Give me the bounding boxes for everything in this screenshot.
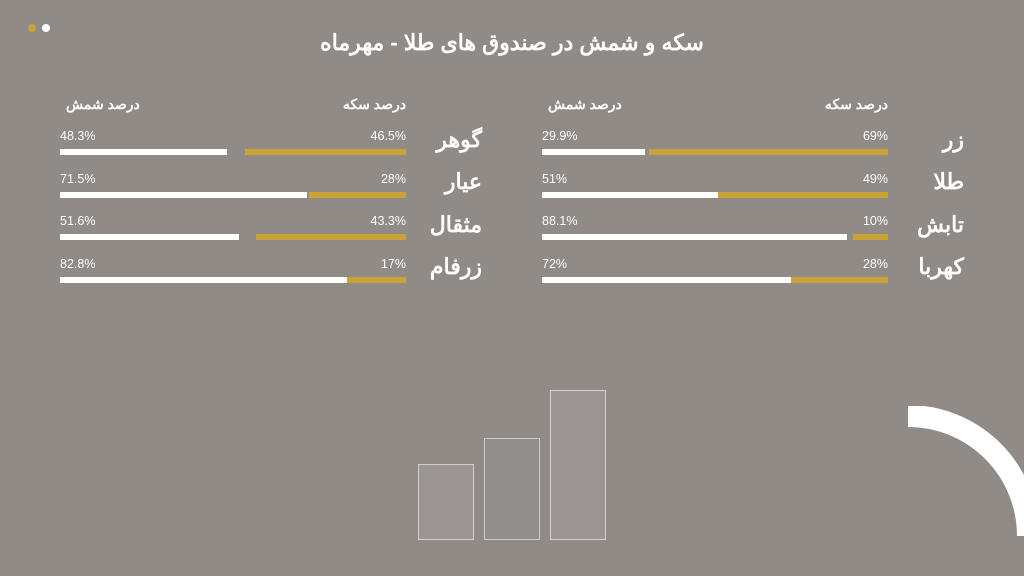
ingot-bar (60, 149, 227, 155)
header-coin: درصد سکه (825, 96, 888, 113)
bar-group: 17% 82.8% (60, 257, 406, 283)
bar-group: 46.5% 48.3% (60, 129, 406, 155)
bar-group: 28% 71.5% (60, 172, 406, 198)
deco-bar (550, 390, 606, 540)
fund-label: زرفام (406, 254, 482, 282)
chart-column-left: درصد سکه درصد شمش گوهر46.5% 48.3% عیار28% 7… (60, 96, 482, 297)
deco-bar (484, 438, 540, 540)
coin-pct: 17% (381, 257, 406, 271)
ingot-bar (542, 234, 847, 240)
bar-track (60, 234, 406, 240)
fund-label: کهربا (888, 254, 964, 282)
pct-labels: 28% 71.5% (60, 172, 406, 186)
header-coin: درصد سکه (343, 96, 406, 113)
chart-columns: درصد سکه درصد شمش زر69% 29.9% طلا49% 51% تاب… (60, 96, 964, 297)
fund-row: زر69% 29.9% (542, 127, 964, 155)
coin-bar (791, 277, 888, 283)
ingot-pct: 51.6% (60, 214, 95, 228)
bar-track (60, 277, 406, 283)
coin-bar (649, 149, 888, 155)
coin-bar (347, 277, 406, 283)
ingot-pct: 51% (542, 172, 567, 186)
bar-group: 43.3% 51.6% (60, 214, 406, 240)
ingot-pct: 82.8% (60, 257, 95, 271)
fund-row: طلا49% 51% (542, 169, 964, 197)
coin-bar (718, 192, 888, 198)
bar-track (542, 192, 888, 198)
pct-labels: 49% 51% (542, 172, 888, 186)
coin-pct: 46.5% (371, 129, 406, 143)
coin-bar (245, 149, 406, 155)
coin-bar (256, 234, 406, 240)
ingot-pct: 48.3% (60, 129, 95, 143)
chart-column-right: درصد سکه درصد شمش زر69% 29.9% طلا49% 51% تاب… (542, 96, 964, 297)
coin-bar (309, 192, 406, 198)
pct-labels: 17% 82.8% (60, 257, 406, 271)
coin-pct: 49% (863, 172, 888, 186)
fund-label: عیار (406, 169, 482, 197)
pct-labels: 10% 88.1% (542, 214, 888, 228)
coin-pct: 43.3% (371, 214, 406, 228)
column-header: درصد سکه درصد شمش (60, 96, 482, 113)
bar-group: 69% 29.9% (542, 129, 888, 155)
column-header: درصد سکه درصد شمش (542, 96, 964, 113)
fund-label: زر (888, 127, 964, 155)
coin-pct: 69% (863, 129, 888, 143)
bar-track (60, 192, 406, 198)
fund-label: مثقال (406, 212, 482, 240)
pct-labels: 43.3% 51.6% (60, 214, 406, 228)
ingot-pct: 71.5% (60, 172, 95, 186)
rows-container: زر69% 29.9% طلا49% 51% تابش10% 88.1% کهربا28% 7… (542, 127, 964, 297)
ingot-pct: 29.9% (542, 129, 577, 143)
bar-track (542, 234, 888, 240)
fund-row: کهربا28% 72% (542, 254, 964, 282)
ingot-bar (542, 149, 645, 155)
fund-label: تابش (888, 212, 964, 240)
fund-row: مثقال43.3% 51.6% (60, 212, 482, 240)
ingot-bar (542, 192, 718, 198)
ingot-bar (60, 234, 239, 240)
fund-row: زرفام17% 82.8% (60, 254, 482, 282)
bar-group: 28% 72% (542, 257, 888, 283)
coin-bar (853, 234, 888, 240)
pct-labels: 46.5% 48.3% (60, 129, 406, 143)
bar-group: 10% 88.1% (542, 214, 888, 240)
ingot-bar (60, 192, 307, 198)
fund-label: گوهر (406, 127, 482, 155)
coin-pct: 28% (863, 257, 888, 271)
fund-row: عیار28% 71.5% (60, 169, 482, 197)
decorative-bars-icon (418, 390, 606, 540)
ingot-bar (60, 277, 346, 283)
fund-row: گوهر46.5% 48.3% (60, 127, 482, 155)
fund-row: تابش10% 88.1% (542, 212, 964, 240)
bar-track (542, 149, 888, 155)
fund-label: طلا (888, 169, 964, 197)
bar-track (60, 149, 406, 155)
bar-group: 49% 51% (542, 172, 888, 198)
pct-labels: 28% 72% (542, 257, 888, 271)
ingot-pct: 88.1% (542, 214, 577, 228)
deco-bar (418, 464, 474, 540)
corner-arc-icon (888, 406, 1024, 556)
pct-labels: 69% 29.9% (542, 129, 888, 143)
ingot-pct: 72% (542, 257, 567, 271)
coin-pct: 10% (863, 214, 888, 228)
ingot-bar (542, 277, 791, 283)
bar-track (542, 277, 888, 283)
rows-container: گوهر46.5% 48.3% عیار28% 71.5% مثقال43.3% 51.6… (60, 127, 482, 297)
coin-pct: 28% (381, 172, 406, 186)
header-ingot: درصد شمش (542, 96, 622, 113)
page-title: سکه و شمش در صندوق های طلا - مهرماه (0, 30, 1024, 56)
header-ingot: درصد شمش (60, 96, 140, 113)
